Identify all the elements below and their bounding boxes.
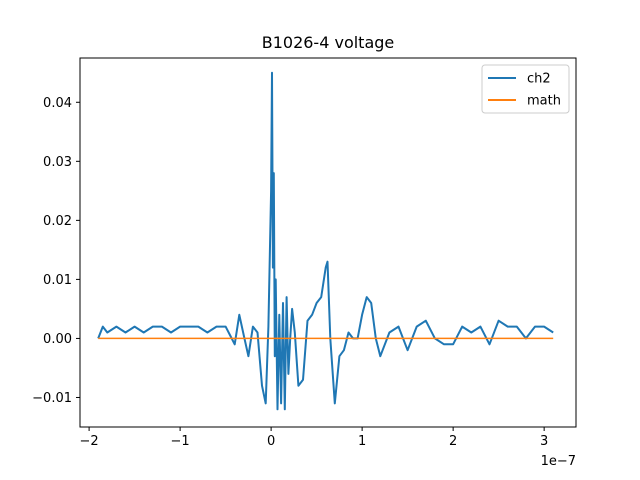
legend-label-math: math xyxy=(527,94,561,109)
x-tick-label: 3 xyxy=(540,434,548,449)
y-tick-label: 0.00 xyxy=(43,332,72,347)
legend: ch2 math xyxy=(481,64,570,114)
y-tick-label: 0.02 xyxy=(43,214,72,229)
axes-frame xyxy=(79,57,577,428)
y-tick-label: −0.01 xyxy=(32,391,72,406)
y-tick-label: 0.03 xyxy=(43,155,72,170)
y-axis: −0.01 0.00 0.01 0.02 0.03 0.04 xyxy=(32,96,80,406)
y-tick-label: 0.04 xyxy=(43,96,72,111)
chart-title: B1026-4 voltage xyxy=(262,33,395,52)
legend-label-ch2: ch2 xyxy=(527,72,551,87)
x-axis: −2 −1 0 1 2 3 xyxy=(80,427,548,449)
series-line-ch2 xyxy=(97,71,554,411)
plot-area xyxy=(97,71,554,411)
x-tick-label: 0 xyxy=(267,434,275,449)
x-tick-label: −2 xyxy=(80,434,99,449)
x-tick-label: −1 xyxy=(171,434,190,449)
x-tick-label: 1 xyxy=(358,434,366,449)
x-tick-label: 2 xyxy=(449,434,457,449)
y-tick-label: 0.01 xyxy=(43,273,72,288)
x-axis-offset-label: 1e−7 xyxy=(541,454,576,469)
